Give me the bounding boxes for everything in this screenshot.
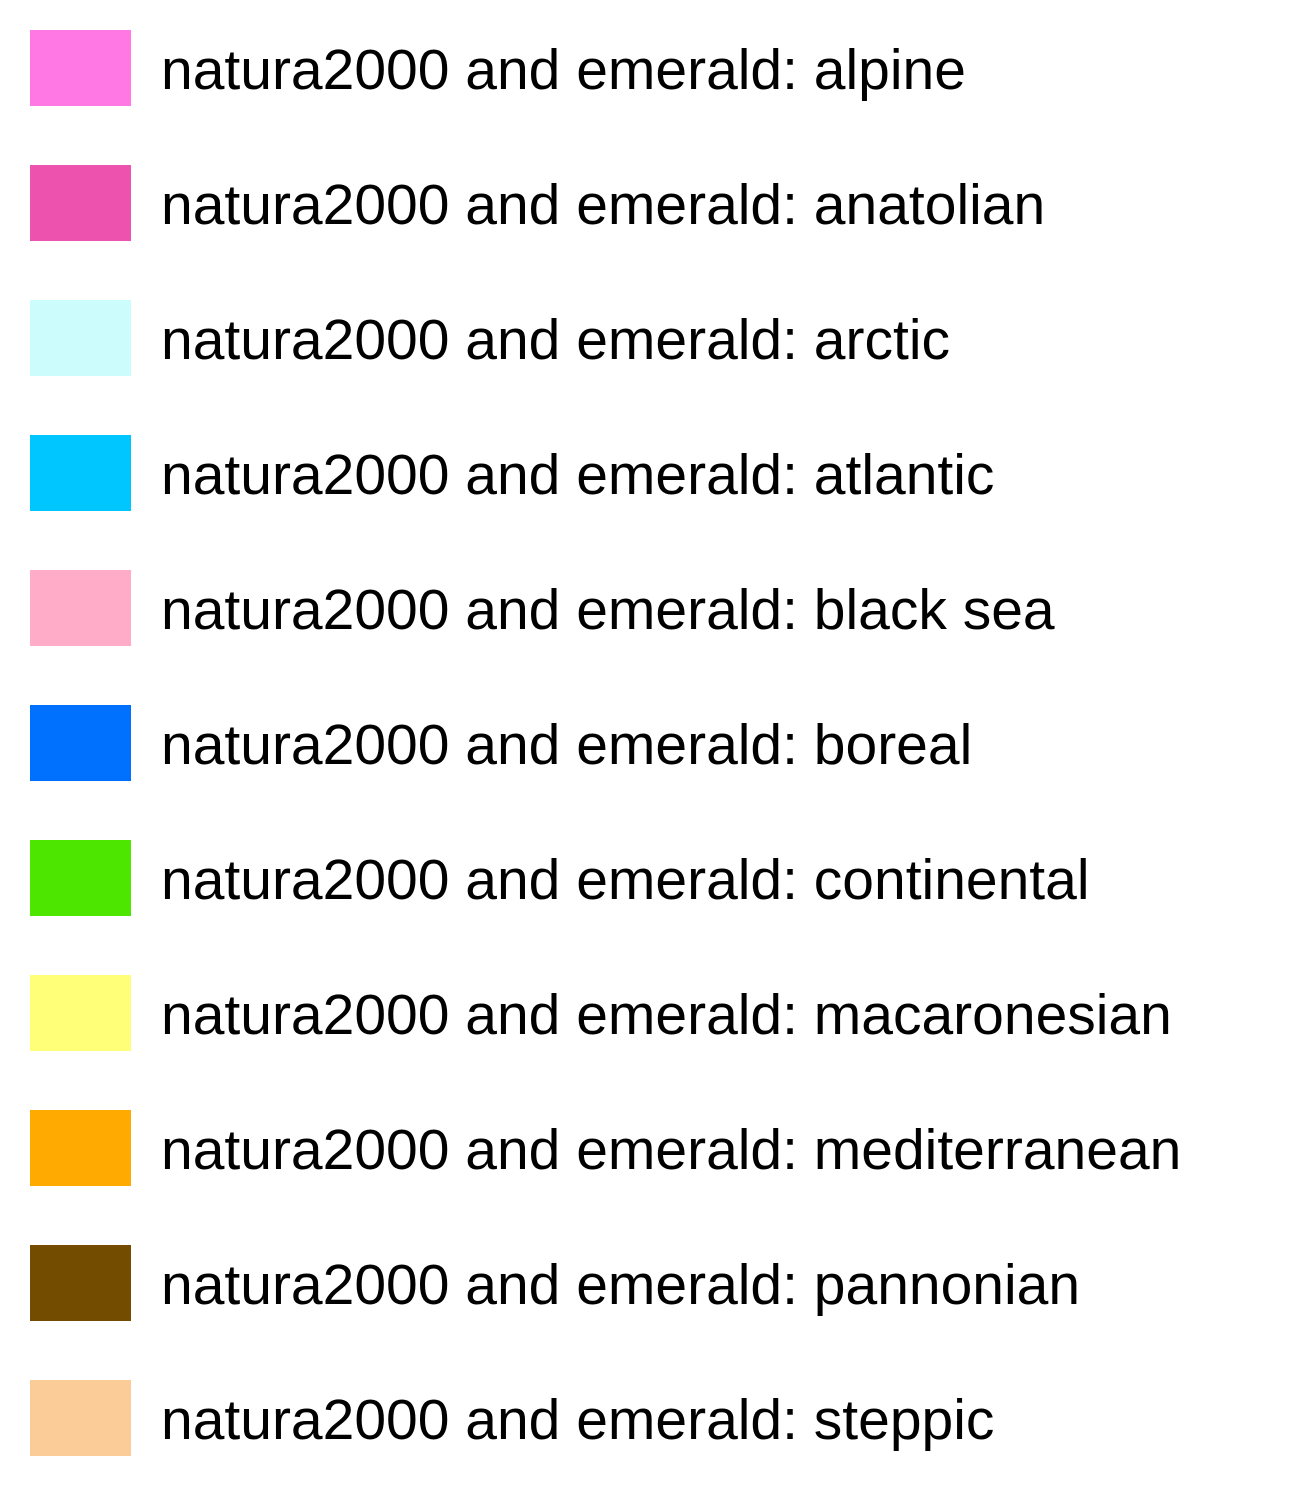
- legend-label-black-sea: natura2000 and emerald: black sea: [161, 578, 1055, 642]
- legend-item-pannonian: natura2000 and emerald: pannonian: [30, 1245, 1280, 1321]
- legend-swatch-anatolian: [30, 165, 131, 241]
- legend-item-alpine: natura2000 and emerald: alpine: [30, 30, 1280, 106]
- legend-swatch-continental: [30, 840, 131, 916]
- legend-swatch-boreal: [30, 705, 131, 781]
- legend-item-black-sea: natura2000 and emerald: black sea: [30, 570, 1280, 646]
- legend-label-boreal: natura2000 and emerald: boreal: [161, 713, 973, 777]
- legend-label-continental: natura2000 and emerald: continental: [161, 848, 1090, 912]
- legend-swatch-black-sea: [30, 570, 131, 646]
- legend-label-steppic: natura2000 and emerald: steppic: [161, 1388, 995, 1452]
- map-legend: natura2000 and emerald: alpine natura200…: [30, 30, 1280, 1460]
- legend-swatch-arctic: [30, 300, 131, 376]
- legend-label-atlantic: natura2000 and emerald: atlantic: [161, 443, 995, 507]
- legend-item-steppic: natura2000 and emerald: steppic: [30, 1380, 1280, 1456]
- legend-swatch-alpine: [30, 30, 131, 106]
- legend-item-macaronesian: natura2000 and emerald: macaronesian: [30, 975, 1280, 1051]
- legend-label-pannonian: natura2000 and emerald: pannonian: [161, 1253, 1081, 1317]
- legend-item-mediterranean: natura2000 and emerald: mediterranean: [30, 1110, 1280, 1186]
- legend-item-boreal: natura2000 and emerald: boreal: [30, 705, 1280, 781]
- legend-swatch-macaronesian: [30, 975, 131, 1051]
- legend-item-arctic: natura2000 and emerald: arctic: [30, 300, 1280, 376]
- legend-label-arctic: natura2000 and emerald: arctic: [161, 308, 950, 372]
- legend-label-alpine: natura2000 and emerald: alpine: [161, 38, 966, 102]
- legend-item-anatolian: natura2000 and emerald: anatolian: [30, 165, 1280, 241]
- legend-label-anatolian: natura2000 and emerald: anatolian: [161, 173, 1046, 237]
- legend-swatch-pannonian: [30, 1245, 131, 1321]
- legend-swatch-atlantic: [30, 435, 131, 511]
- legend-label-macaronesian: natura2000 and emerald: macaronesian: [161, 983, 1172, 1047]
- legend-label-mediterranean: natura2000 and emerald: mediterranean: [161, 1118, 1182, 1182]
- legend-item-continental: natura2000 and emerald: continental: [30, 840, 1280, 916]
- legend-swatch-mediterranean: [30, 1110, 131, 1186]
- legend-swatch-steppic: [30, 1380, 131, 1456]
- legend-item-atlantic: natura2000 and emerald: atlantic: [30, 435, 1280, 511]
